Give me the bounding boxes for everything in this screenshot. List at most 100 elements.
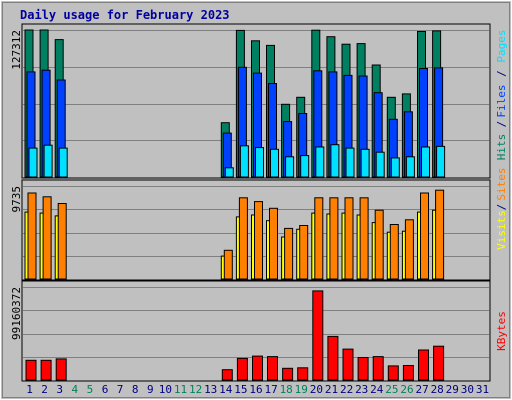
day-label-18: 18	[280, 383, 293, 396]
day-label-23: 23	[355, 383, 368, 396]
side-legend-separator: /	[495, 121, 508, 128]
day-label-15: 15	[234, 383, 247, 396]
side-legend-separator: /	[495, 70, 508, 77]
bar-pages-day-16	[255, 147, 264, 178]
bar-sites-day-14	[223, 249, 233, 280]
day-label-22: 22	[340, 383, 353, 396]
bar-sites-day-2	[42, 196, 52, 280]
bar-kbytes-day-19	[297, 367, 309, 381]
day-label-13: 13	[204, 383, 217, 396]
bar-kbytes-day-14	[221, 369, 233, 381]
panel-kbytes: 99160372 KBytes	[10, 280, 508, 382]
bar-pages-day-19	[300, 155, 310, 178]
bar-pages-day-21	[330, 144, 340, 178]
bar-sites-day-26	[404, 219, 414, 280]
bar-sites-day-28	[435, 189, 445, 280]
bar-pages-day-26	[405, 156, 415, 178]
side-legend-sites: Sites	[495, 167, 508, 200]
bar-pages-day-28	[436, 145, 446, 178]
bar-kbytes-day-23	[357, 357, 369, 381]
day-label-8: 8	[132, 383, 139, 396]
day-label-9: 9	[147, 383, 154, 396]
bar-kbytes-day-20	[312, 290, 324, 381]
day-label-10: 10	[159, 383, 172, 396]
panel-max-label: 99160372	[10, 287, 23, 340]
bar-sites-day-3	[57, 203, 67, 280]
day-label-30: 30	[461, 383, 474, 396]
bar-sites-day-24	[374, 209, 384, 280]
bar-kbytes-day-17	[267, 356, 278, 381]
bar-pages-day-22	[345, 147, 355, 178]
bar-sites-day-16	[254, 201, 263, 280]
day-label-20: 20	[310, 383, 323, 396]
day-label-3: 3	[56, 383, 63, 396]
bar-kbytes-day-24	[372, 356, 384, 381]
day-label-7: 7	[117, 383, 124, 396]
bar-kbytes-day-25	[387, 365, 399, 381]
bar-kbytes-day-15	[236, 357, 248, 381]
bar-sites-day-19	[299, 225, 309, 280]
day-label-6: 6	[102, 383, 109, 396]
day-label-17: 17	[264, 383, 277, 396]
bar-sites-day-15	[238, 197, 248, 280]
bar-pages-day-23	[360, 148, 370, 178]
day-label-1: 1	[26, 383, 33, 396]
day-label-2: 2	[41, 383, 48, 396]
bar-pages-day-1	[28, 147, 38, 178]
side-legend-kbytes: KBytes	[495, 311, 508, 351]
bar-sites-day-23	[359, 197, 369, 280]
panel-max-label: 127312	[10, 30, 23, 70]
day-label-14: 14	[219, 383, 233, 396]
side-legend-hits: Hits	[495, 134, 508, 161]
day-label-21: 21	[325, 383, 338, 396]
side-legend-pages: Pages	[495, 29, 508, 62]
chart-title: Daily usage for February 2023	[20, 8, 230, 22]
bar-pages-day-18	[285, 156, 295, 178]
bar-sites-day-25	[389, 224, 399, 280]
panel-visits-sites: 9735 Sites /Visits	[10, 167, 508, 281]
day-label-31: 31	[476, 383, 489, 396]
bar-kbytes-day-2	[40, 359, 52, 381]
bar-pages-day-2	[43, 144, 53, 178]
side-legend-visits: Visits	[495, 210, 508, 250]
bar-pages-day-24	[375, 151, 385, 178]
bar-sites-day-22	[344, 197, 354, 280]
bar-sites-day-18	[284, 227, 294, 280]
bar-sites-day-21	[329, 197, 339, 280]
bar-pages-day-20	[315, 146, 325, 178]
day-label-16: 16	[249, 383, 262, 396]
bar-kbytes-day-26	[402, 365, 414, 381]
bar-kbytes-day-3	[55, 358, 67, 381]
day-axis: 1 2 3 4 5 6 7 8 9 10 11 12 13 14 15 16 17 18 19 20 21 22 23 24 2…	[26, 383, 489, 396]
day-label-29: 29	[446, 383, 459, 396]
day-label-11: 11	[174, 383, 187, 396]
bar-kbytes-day-16	[252, 355, 263, 381]
bar-sites-day-27	[420, 192, 429, 280]
bar-sites-day-17	[269, 207, 278, 280]
bar-pages-day-25	[390, 157, 400, 178]
bar-kbytes-day-27	[418, 349, 429, 381]
day-label-5: 5	[87, 383, 94, 396]
day-label-12: 12	[189, 383, 202, 396]
bar-sites-day-1	[27, 192, 37, 280]
bar-kbytes-day-22	[342, 348, 354, 381]
bar-kbytes-day-28	[433, 345, 445, 381]
bar-sites-day-20	[314, 197, 324, 280]
bar-kbytes-day-21	[327, 335, 339, 381]
bar-kbytes-day-18	[282, 367, 294, 381]
day-label-28: 28	[431, 383, 444, 396]
day-label-19: 19	[295, 383, 308, 396]
panel-max-label: 9735	[10, 186, 23, 213]
panel-hits-files-pages: 127312 Pages / Files / Hits	[10, 23, 508, 179]
bar-pages-day-3	[58, 147, 68, 178]
day-label-27: 27	[415, 383, 428, 396]
side-legend-files: Files	[495, 84, 508, 117]
side-legend-separator: /	[495, 204, 508, 211]
day-label-26: 26	[400, 383, 413, 396]
bar-pages-day-27	[421, 146, 430, 178]
day-label-25: 25	[385, 383, 398, 396]
day-label-24: 24	[370, 383, 384, 396]
